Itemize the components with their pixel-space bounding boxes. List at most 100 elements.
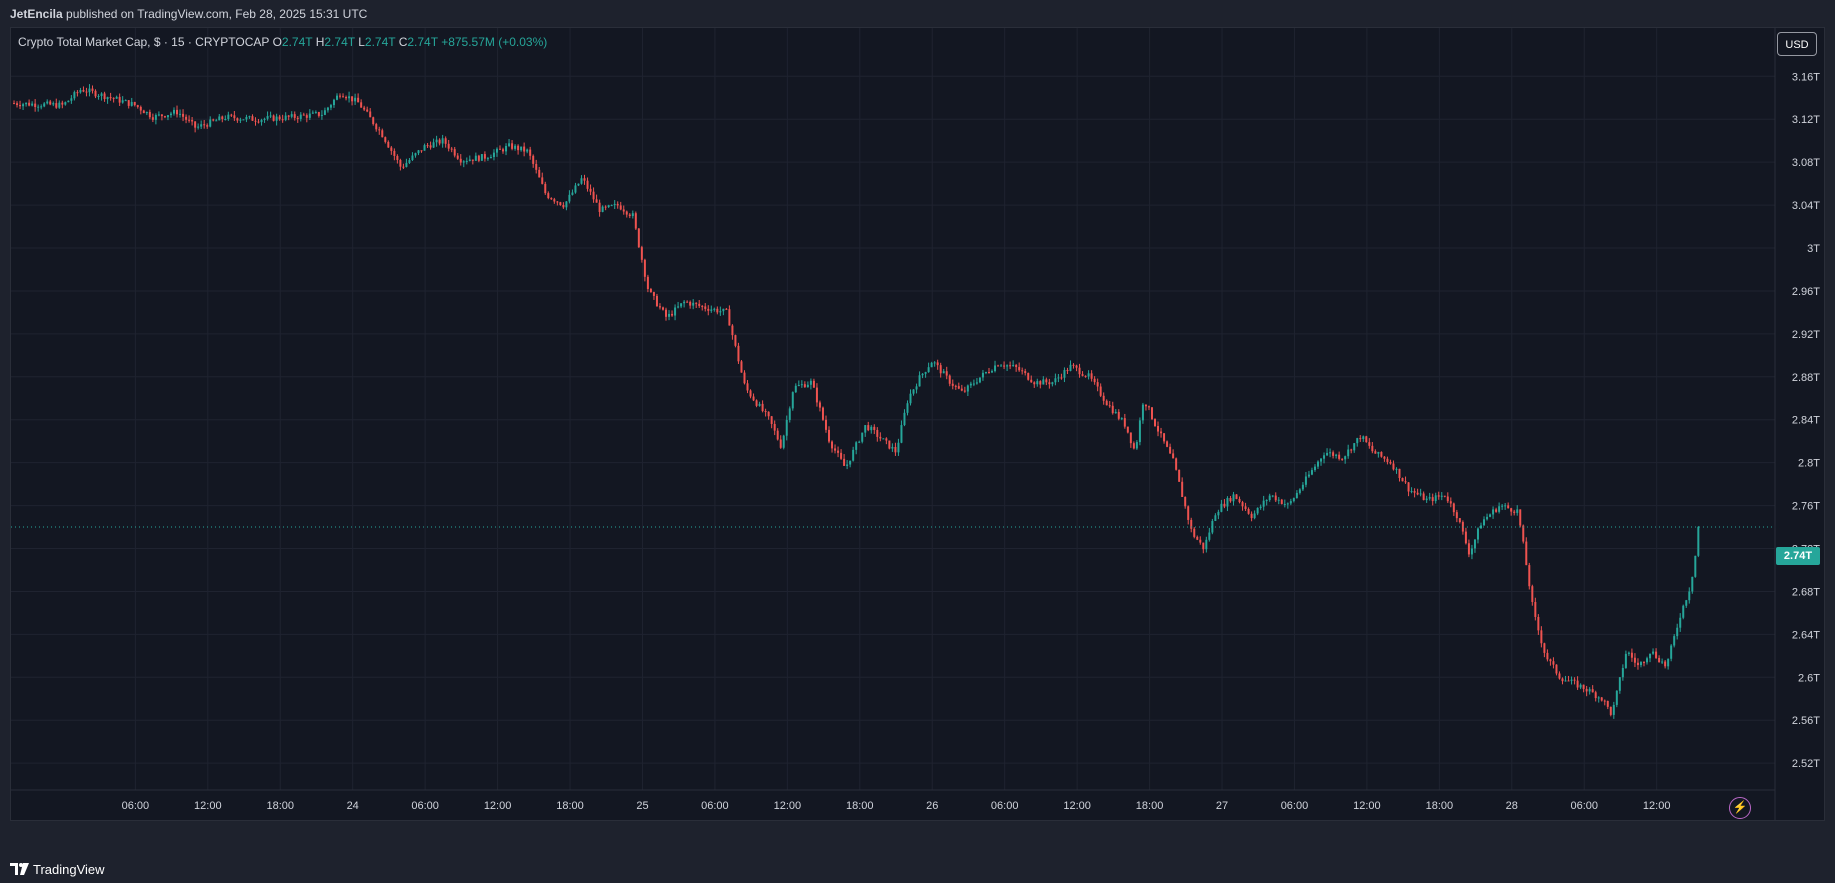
candle-up	[1211, 520, 1214, 533]
candle-down	[661, 307, 664, 310]
candle-up	[1256, 507, 1259, 514]
candle-up	[683, 301, 686, 304]
candle-down	[1241, 502, 1244, 507]
candle-down	[1636, 662, 1639, 666]
candle-down	[655, 295, 658, 307]
candle-down	[1380, 451, 1383, 457]
candle-down	[1111, 405, 1114, 414]
candle-down	[963, 390, 966, 392]
candle-up	[1501, 505, 1504, 507]
candle-down	[1658, 657, 1661, 663]
candle-down	[1184, 496, 1187, 507]
candle-down	[951, 383, 954, 386]
candle-up	[40, 106, 43, 108]
candle-down	[1280, 499, 1283, 504]
x-tick-label: 25	[636, 800, 648, 812]
candle-down	[616, 203, 619, 206]
candle-down	[1066, 370, 1069, 372]
candle-up	[906, 403, 909, 413]
brand-label[interactable]: TradingView	[33, 862, 105, 877]
candlestick-chart[interactable]: 2.52T2.56T2.6T2.64T2.68T2.72T2.76T2.8T2.…	[11, 28, 1824, 820]
candle-up	[88, 88, 91, 93]
candle-up	[1377, 451, 1380, 454]
candle-down	[843, 458, 846, 466]
open-label: O	[272, 35, 282, 49]
candle-up	[1277, 499, 1280, 501]
candle-up	[145, 111, 148, 114]
candle-down	[1132, 443, 1135, 449]
candle-up	[1301, 484, 1304, 490]
candle-down	[1096, 382, 1099, 387]
candle-up	[1362, 436, 1365, 440]
candle-up	[870, 426, 873, 431]
candle-up	[1679, 617, 1682, 628]
chart-pane[interactable]: 2.52T2.56T2.6T2.64T2.68T2.72T2.76T2.8T2.…	[10, 27, 1825, 821]
candle-down	[1223, 503, 1226, 507]
candle-up	[1395, 468, 1398, 470]
candle-up	[882, 438, 885, 440]
candle-up	[1624, 653, 1627, 668]
candle-up	[169, 113, 172, 116]
candle-down	[686, 301, 689, 303]
candle-up	[806, 384, 809, 388]
candle-up	[1214, 515, 1217, 521]
candle-up	[329, 105, 332, 108]
candle-down	[1033, 382, 1036, 385]
candle-down	[127, 100, 130, 106]
candle-down	[559, 202, 562, 206]
currency-button[interactable]: USD	[1777, 32, 1817, 56]
tradingview-logo-icon[interactable]	[10, 863, 30, 875]
candle-up	[1476, 528, 1479, 540]
lightning-icon[interactable]: ⚡	[1729, 797, 1751, 819]
candle-up	[855, 442, 858, 450]
candle-down	[450, 148, 453, 150]
candle-up	[224, 119, 227, 121]
candle-down	[109, 97, 112, 99]
candle-down	[366, 109, 369, 112]
candle-down	[1585, 688, 1588, 692]
candle-down	[761, 403, 764, 412]
candle-up	[1356, 438, 1359, 444]
candle-down	[342, 96, 345, 98]
candle-down	[1093, 378, 1096, 383]
candle-up	[239, 119, 242, 121]
candle-down	[755, 400, 758, 406]
candle-up	[1697, 527, 1700, 556]
candle-up	[1286, 503, 1289, 505]
candle-up	[1428, 497, 1431, 499]
candle-down	[381, 130, 384, 138]
candle-up	[520, 146, 523, 151]
candle-down	[665, 309, 668, 317]
candle-down	[1664, 661, 1667, 667]
candle-down	[390, 147, 393, 151]
candle-down	[212, 119, 215, 121]
candle-down	[523, 146, 526, 152]
candle-down	[194, 121, 197, 128]
candle-down	[272, 115, 275, 121]
candle-down	[894, 446, 897, 453]
candle-down	[302, 114, 305, 116]
candle-down	[1655, 651, 1658, 658]
candle-down	[538, 169, 541, 178]
candle-down	[767, 411, 770, 417]
candle-down	[1178, 469, 1181, 482]
candle-up	[1627, 652, 1630, 654]
candle-up	[79, 90, 82, 93]
x-tick-label: 06:00	[122, 800, 150, 812]
candle-down	[1633, 657, 1636, 663]
candle-up	[1063, 370, 1066, 378]
candle-up	[1054, 378, 1057, 383]
candle-down	[1398, 468, 1401, 478]
candle-down	[960, 388, 963, 391]
candle-up	[809, 380, 812, 385]
candle-up	[480, 154, 483, 161]
candle-down	[1003, 365, 1006, 367]
candle-down	[640, 247, 643, 260]
candle-down	[1039, 381, 1042, 385]
candle-down	[879, 436, 882, 439]
candle-down	[133, 102, 136, 106]
candle-down	[1060, 377, 1063, 379]
candle-down	[867, 425, 870, 431]
candle-down	[1582, 684, 1585, 689]
candle-up	[1489, 514, 1492, 517]
